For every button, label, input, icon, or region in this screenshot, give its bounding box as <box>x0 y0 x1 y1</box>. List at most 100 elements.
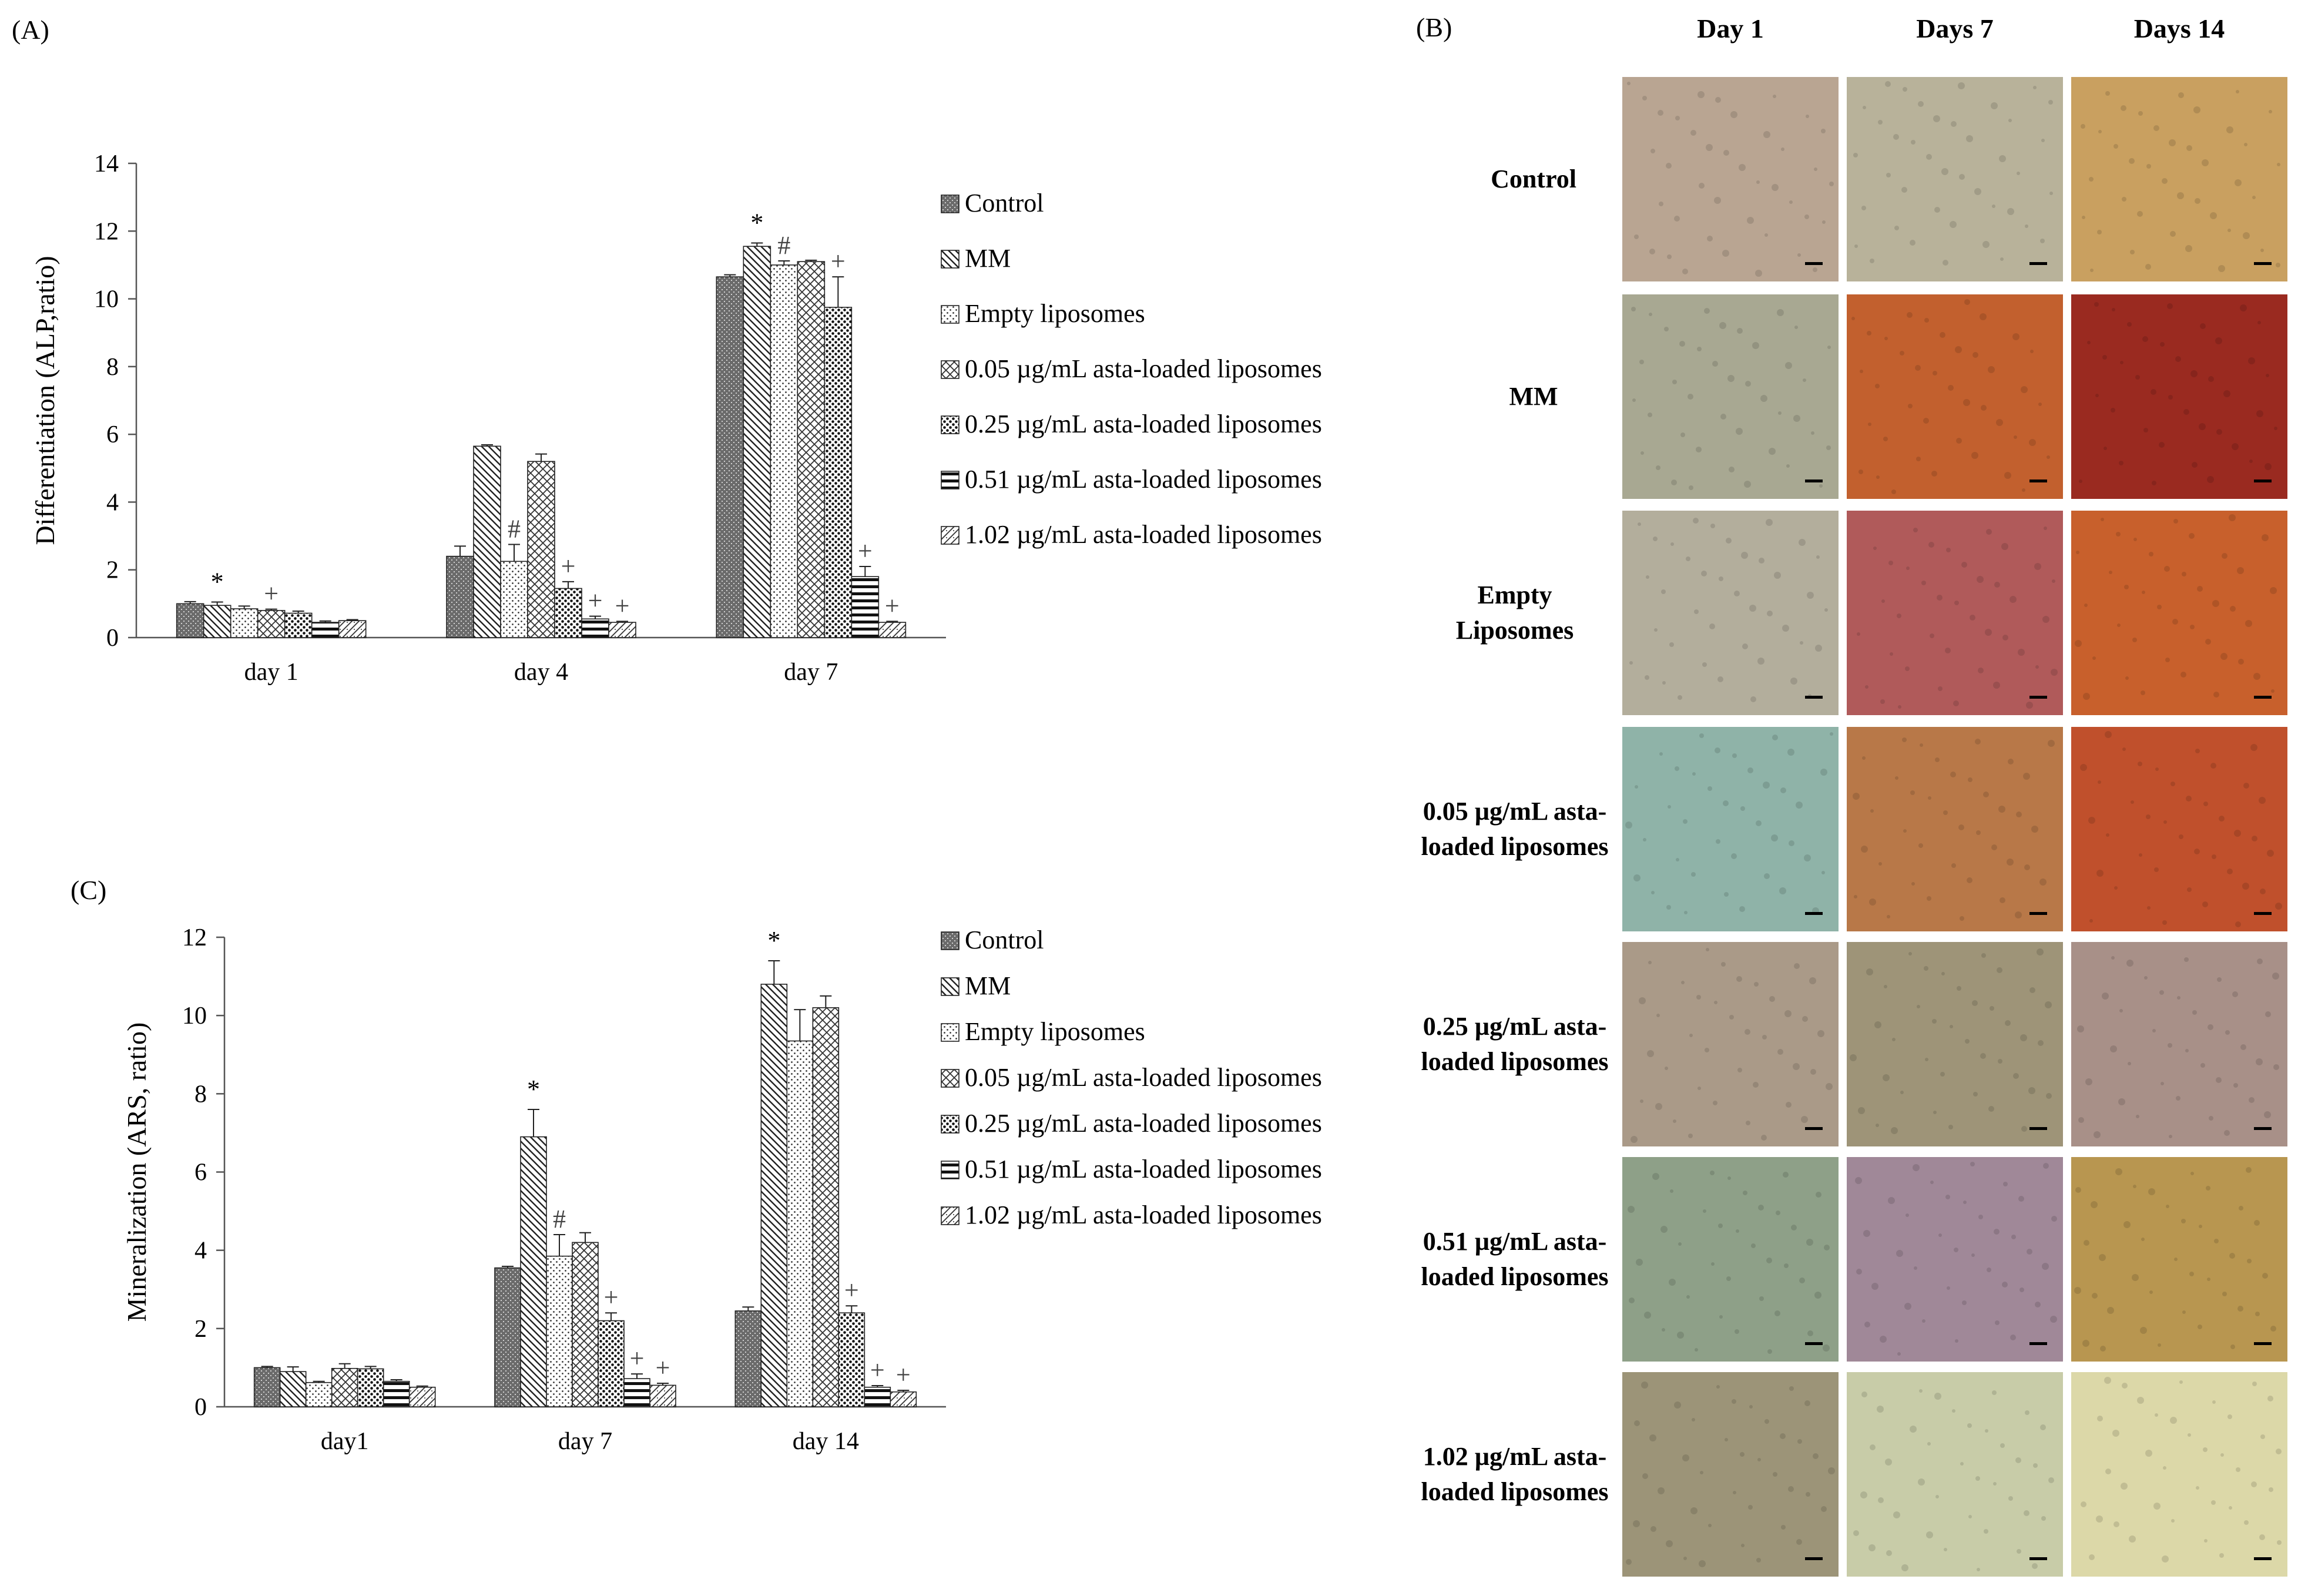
cell-speck <box>1827 346 1831 349</box>
cell-speck <box>1886 1550 1892 1556</box>
cell-speck <box>2269 110 2272 113</box>
cell-speck <box>2050 1316 2057 1323</box>
cell-speck <box>2019 1287 2024 1292</box>
cell-speck <box>2153 1503 2161 1510</box>
scale-bar <box>2254 912 2272 915</box>
cell-speck <box>2007 208 2014 215</box>
cell-speck <box>2149 552 2153 556</box>
legend-swatch <box>941 1023 960 1042</box>
cell-speck <box>2164 566 2170 572</box>
cell-speck <box>1916 457 1921 461</box>
cell-speck <box>1714 1001 1717 1004</box>
bar <box>383 1380 410 1407</box>
cell-speck <box>1828 1467 1835 1474</box>
cell-speck <box>1697 91 1705 98</box>
cell-speck <box>1971 1253 1975 1257</box>
cell-speck <box>1692 772 1696 776</box>
cell-speck <box>2236 1467 2240 1472</box>
cell-speck <box>2105 1468 2111 1474</box>
cell-speck <box>1725 1438 1728 1441</box>
cell-speck <box>2265 1011 2271 1017</box>
cell-speck <box>2257 958 2263 964</box>
cell-speck <box>1955 1339 1958 1343</box>
cell-speck <box>1948 1125 1953 1129</box>
bar <box>760 984 788 1407</box>
y-tick-label: 0 <box>106 625 119 652</box>
scale-bar <box>2254 1342 2272 1345</box>
cell-speck <box>1964 299 1970 305</box>
bar <box>824 307 853 638</box>
cell-speck <box>2207 1278 2210 1281</box>
cell-speck <box>1850 1054 1857 1061</box>
significance-marker: + <box>831 247 846 276</box>
cell-speck <box>2128 1062 2131 1065</box>
cell-speck <box>2222 553 2227 559</box>
cell-speck <box>1744 481 1751 488</box>
row-label: loaded liposomes <box>1421 832 1608 861</box>
cell-speck <box>1696 995 1701 1000</box>
cell-speck <box>2244 1520 2249 1525</box>
cell-speck <box>1826 1083 1833 1090</box>
cell-speck <box>1813 1453 1819 1459</box>
cell-speck <box>1629 661 1633 665</box>
cell-speck <box>1666 905 1671 910</box>
cell-speck <box>2034 563 2041 570</box>
cell-speck <box>2168 1043 2172 1048</box>
cell-speck <box>1903 87 1907 92</box>
cell-speck <box>2138 762 2142 766</box>
cell-speck <box>1800 641 1803 645</box>
panel-label-a: (A) <box>12 15 49 45</box>
cell-speck <box>2243 783 2249 789</box>
cell-speck <box>1950 1025 1953 1028</box>
cell-speck <box>2017 172 2020 175</box>
cell-speck <box>1820 769 1827 776</box>
bar <box>770 264 799 638</box>
cell-speck <box>1995 1320 2000 1325</box>
x-tick-label: day 7 <box>784 659 838 686</box>
cell-speck <box>1973 1092 1978 1097</box>
cell-speck <box>1708 1524 1712 1527</box>
cell-speck <box>1763 131 1770 138</box>
micrograph-tile <box>1846 509 2064 716</box>
cell-speck <box>1830 732 1833 736</box>
cell-speck <box>1656 465 1660 470</box>
cell-speck <box>1987 1268 1991 1272</box>
cell-speck <box>1782 625 1789 632</box>
cell-speck <box>1992 1390 1997 1395</box>
cell-speck <box>1639 997 1646 1004</box>
cell-speck <box>1784 1263 1789 1268</box>
cell-speck <box>2114 1521 2119 1527</box>
cell-speck <box>1716 839 1720 844</box>
cell-speck <box>1783 1172 1789 1178</box>
cell-speck <box>2041 1516 2046 1521</box>
cell-speck <box>2030 350 2034 353</box>
cell-speck <box>1688 1134 1693 1138</box>
cell-speck <box>1759 558 1764 564</box>
bar <box>494 1267 521 1407</box>
cell-speck <box>2104 1377 2111 1384</box>
cell-speck <box>1906 566 1910 570</box>
cell-speck <box>2242 883 2249 890</box>
cell-speck <box>1990 1006 1994 1011</box>
significance-marker: # <box>508 514 521 543</box>
cell-speck <box>2151 389 2156 395</box>
legend-swatch <box>941 195 960 213</box>
micrograph-tile <box>1846 293 2064 500</box>
cell-speck <box>2106 833 2109 837</box>
cell-speck <box>2008 119 2012 122</box>
y-tick-label: 0 <box>194 1394 207 1421</box>
cell-speck <box>1982 241 1990 248</box>
cell-speck <box>1797 1439 1802 1444</box>
cell-speck <box>1965 1039 1970 1044</box>
bar <box>230 608 259 638</box>
cell-speck <box>2186 145 2192 151</box>
cell-speck <box>1773 95 1776 98</box>
cell-speck <box>2145 1450 2152 1457</box>
cell-speck <box>2177 192 2184 199</box>
cell-speck <box>2040 239 2045 243</box>
cell-speck <box>1764 1419 1769 1424</box>
cell-speck <box>1941 972 1945 975</box>
cell-speck <box>2082 216 2085 219</box>
cell-speck <box>1666 1540 1673 1547</box>
y-tick-label: 12 <box>182 924 207 951</box>
